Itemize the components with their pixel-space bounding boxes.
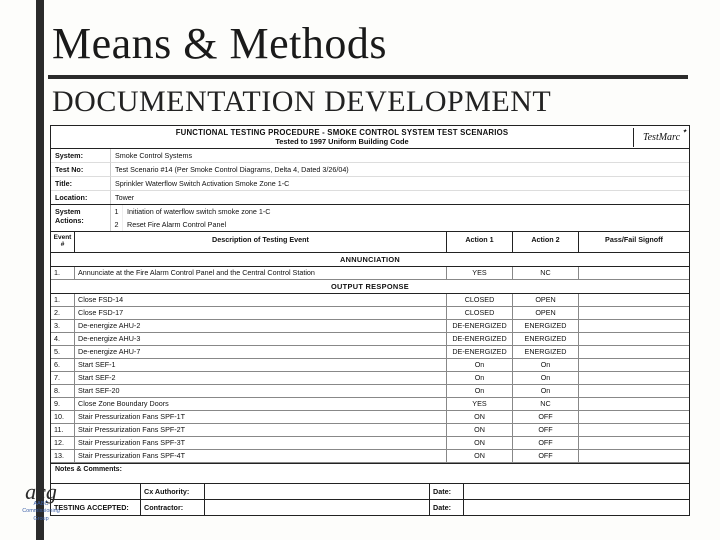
table-row: 5.De-energize AHU-7DE-ENERGIZEDENERGIZED [51,346,689,359]
system-label: System: [51,149,111,162]
test-form: FUNCTIONAL TESTING PROCEDURE - SMOKE CON… [50,125,690,516]
form-heading-1: FUNCTIONAL TESTING PROCEDURE - SMOKE CON… [51,126,633,137]
testno-value: Test Scenario #14 (Per Smoke Control Dia… [111,162,689,176]
table-row: 8.Start SEF-20OnOn [51,385,689,398]
table-row: 9.Close Zone Boundary DoorsYESNC [51,398,689,411]
table-row: 3.De-energize AHU-2DE-ENERGIZEDENERGIZED [51,320,689,333]
testmarc-logo: TestMarc✦ [633,128,689,147]
vertical-rule [36,0,44,540]
hdr-action1: Action 1 [447,232,513,252]
sysact-label: System Actions: [51,205,111,231]
page-subtitle: DOCUMENTATION DEVELOPMENT [52,85,688,119]
system-value: Smoke Control Systems [111,149,689,162]
table-row: 6.Start SEF-1OnOn [51,359,689,372]
table-header: Event # Description of Testing Event Act… [51,232,689,253]
table-row: 1.Close FSD-14CLOSEDOPEN [51,294,689,307]
location-label: Location: [51,190,111,204]
signature-row-2: TESTING ACCEPTED: Contractor: Date: [51,499,689,515]
table-row: 4.De-energize AHU-3DE-ENERGIZEDENERGIZED [51,333,689,346]
title-value: Sprinkler Waterflow Switch Activation Sm… [111,176,689,190]
form-heading-2: Tested to 1997 Uniform Building Code [51,137,633,148]
hdr-desc: Description of Testing Event [75,232,447,252]
page-title: Means & Methods [52,18,688,69]
title-label: Title: [51,176,111,190]
hdr-event: Event # [51,232,75,252]
hdr-passfail: Pass/Fail Signoff [579,232,689,252]
section-output: OUTPUT RESPONSE [51,280,689,294]
hdr-action2: Action 2 [513,232,579,252]
testno-label: Test No: [51,162,111,176]
system-actions: System Actions: 1 Initiation of waterflo… [51,205,689,232]
location-value: Tower [111,190,689,204]
signature-row-1: Cx Authority: Date: [51,483,689,499]
table-row: 13.Stair Pressurization Fans SPF-4TONOFF [51,450,689,463]
section-annunciation: ANNUNCIATION [51,253,689,267]
notes-label: Notes & Comments: [51,463,689,483]
meta-block: System: Smoke Control Systems Test No: T… [51,149,689,205]
table-row: 7.Start SEF-2OnOn [51,372,689,385]
table-row: 2.Close FSD-17CLOSEDOPEN [51,307,689,320]
table-row: 1.Annunciate at the Fire Alarm Control P… [51,267,689,280]
table-row: 12.Stair Pressurization Fans SPF-3TONOFF [51,437,689,450]
horizontal-rule [48,75,688,79]
acg-logo: acg AABC Commissioning Group [14,484,68,522]
table-row: 10.Stair Pressurization Fans SPF-1TONOFF [51,411,689,424]
table-row: 11.Stair Pressurization Fans SPF-2TONOFF [51,424,689,437]
